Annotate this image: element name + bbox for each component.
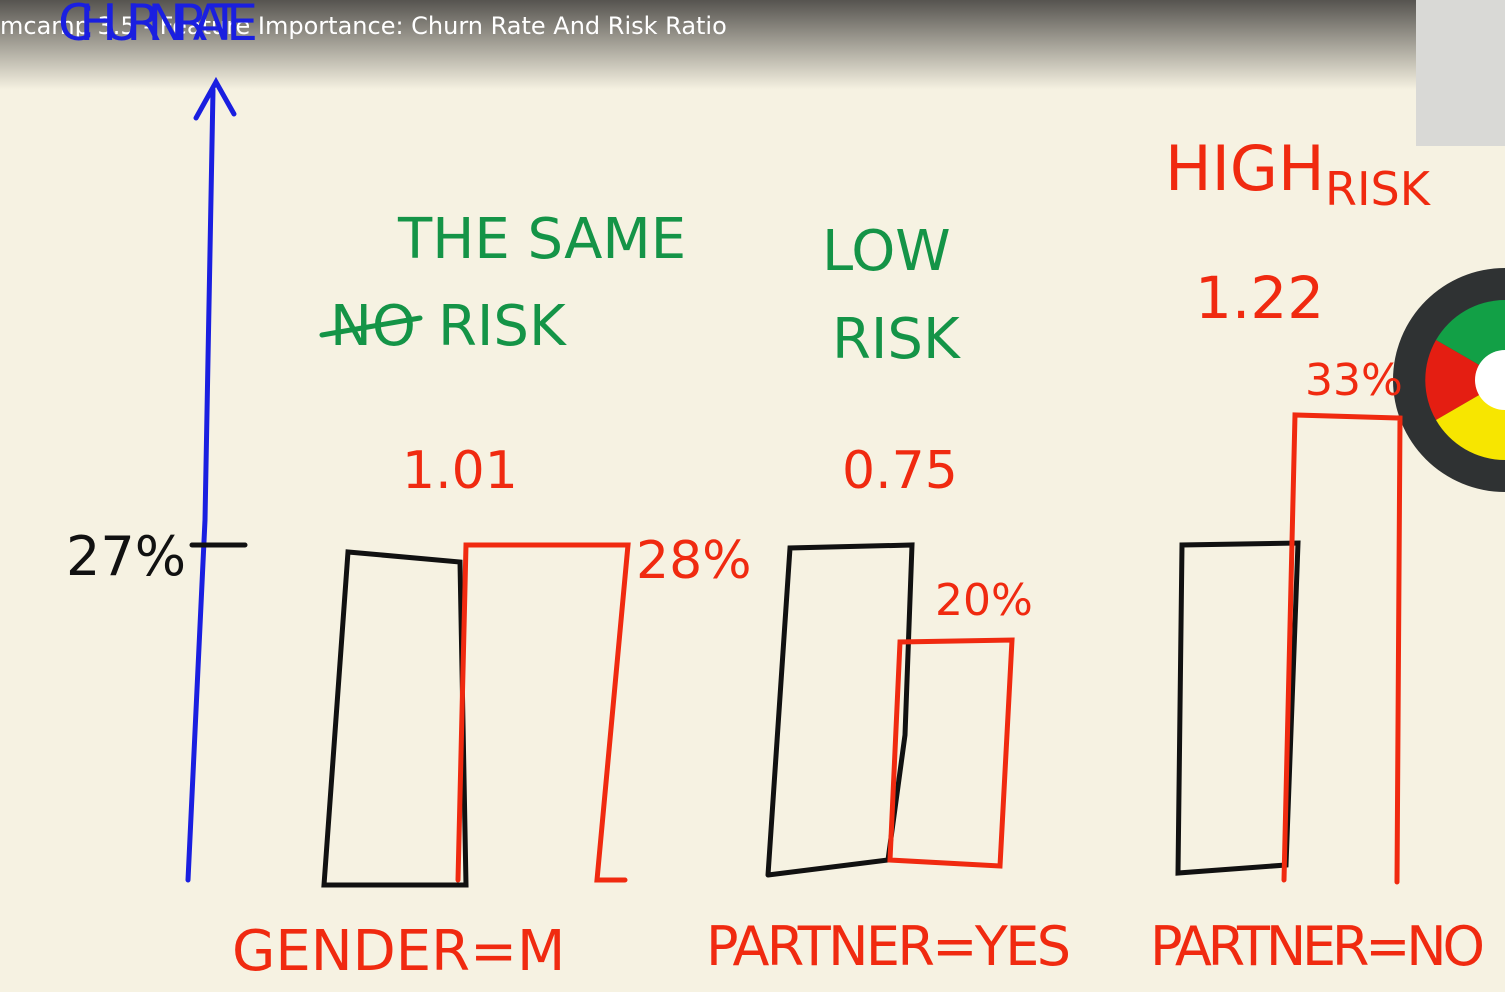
title-shade — [0, 0, 1505, 90]
y-axis — [185, 76, 237, 883]
group-label: GENDER=M — [232, 919, 565, 984]
group-rate: 28% — [636, 531, 752, 591]
color-wheel[interactable] — [1393, 268, 1505, 492]
bar-group — [1281, 412, 1403, 885]
risk-ratio: 1.01 — [402, 441, 518, 501]
bar-overall — [321, 549, 469, 888]
risk-ratio: 0.75 — [842, 441, 958, 501]
annotation: THE SAME — [397, 207, 686, 272]
bar-group — [455, 542, 631, 883]
baseline-label: 27% — [66, 525, 186, 588]
bar-overall — [1175, 540, 1301, 876]
group-label: PARTNER=YES — [706, 915, 1071, 978]
group-rate: 20% — [935, 575, 1033, 626]
strike — [319, 315, 423, 338]
group-rate: 33% — [1305, 355, 1403, 406]
annotation: HIGH — [1165, 132, 1325, 205]
annotation: RISK — [832, 307, 961, 372]
group-label: PARTNER=NO — [1150, 915, 1485, 978]
bar-group — [887, 637, 1015, 869]
drawing — [185, 76, 1403, 888]
annotation: RISK — [438, 294, 567, 359]
risk-ratio: 1.22 — [1195, 264, 1324, 332]
webcam[interactable] — [1416, 0, 1505, 146]
axis-label: CHURN RATE — [58, 0, 258, 52]
video-title: mcamp 3.5 - Feature Importance: Churn Ra… — [0, 12, 727, 40]
annotation: LOW — [822, 219, 951, 284]
struck-word: NO — [330, 294, 416, 359]
annotation: RISK — [1325, 162, 1432, 216]
